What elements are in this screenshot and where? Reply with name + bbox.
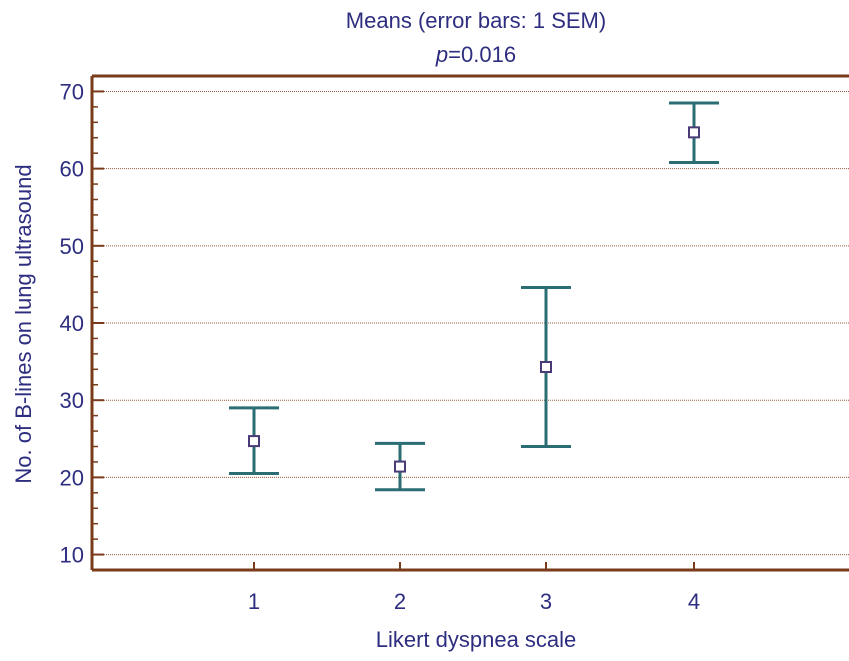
x-tick-label: 2 (394, 589, 406, 614)
y-tick-label: 60 (60, 157, 84, 182)
mean-marker (540, 360, 552, 373)
p-value: =0.016 (448, 42, 516, 67)
y-axis-ticks: 10 20 30 40 50 60 70 (60, 75, 104, 571)
x-axis-ticks: 1 2 3 4 (248, 562, 700, 614)
y-tick-label: 10 (60, 543, 84, 568)
y-tick-label: 30 (60, 388, 84, 413)
x-tick-label: 1 (248, 589, 260, 614)
y-axis-label: No. of B-lines on lung ultrasound (11, 164, 36, 483)
p-symbol: p (435, 42, 448, 67)
y-tick-label: 50 (60, 234, 84, 259)
y-tick-label: 20 (60, 465, 84, 490)
mean-marker (394, 460, 406, 473)
mean-marker (248, 435, 260, 448)
error-bars (229, 101, 719, 492)
p-value-label: p=0.016 (435, 42, 516, 67)
x-axis-label: Likert dyspnea scale (376, 627, 577, 652)
gridlines (94, 90, 849, 556)
y-tick-label: 40 (60, 311, 84, 336)
chart-title: Means (error bars: 1 SEM) (346, 8, 606, 33)
y-tick-label: 70 (60, 79, 84, 104)
x-tick-label: 3 (540, 589, 552, 614)
mean-markers (248, 126, 700, 473)
mean-marker (688, 126, 700, 139)
x-tick-label: 4 (688, 589, 700, 614)
